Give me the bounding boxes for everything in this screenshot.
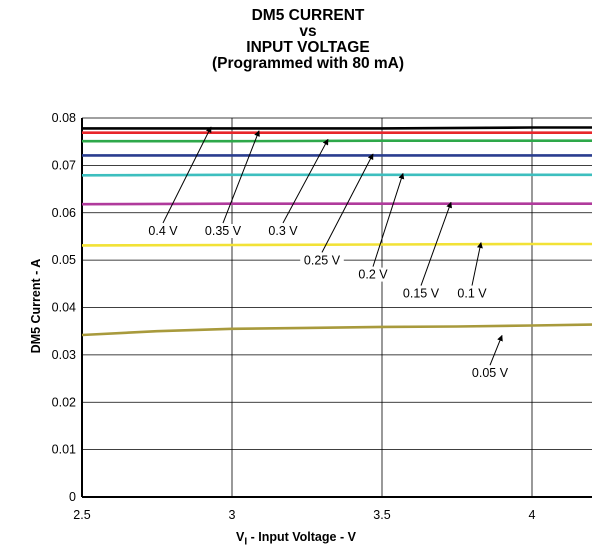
y-tick-label: 0.03 [52, 348, 76, 362]
annotation-background [201, 224, 245, 239]
chart-title-line: (Programmed with 80 mA) [211, 55, 405, 72]
series-line [81, 242, 592, 247]
annotation-arrow [471, 242, 483, 286]
chart-title-line: INPUT VOLTAGE [246, 39, 370, 56]
x-tick-label: 3 [229, 508, 236, 522]
y-tick-label: 0.08 [52, 111, 76, 125]
annotation-label: 0.05 V [472, 366, 509, 380]
annotation-arrow [489, 334, 503, 366]
annotation-background [300, 253, 344, 268]
y-tick-label: 0.05 [52, 253, 76, 267]
series-line [82, 139, 592, 143]
x-axis-label-subscript: I [244, 536, 248, 548]
y-tick-label: 0 [69, 490, 76, 504]
annotation-arrow [162, 126, 212, 224]
x-axis-label: VI - Input Voltage - V [236, 530, 356, 548]
annotation-background [399, 286, 443, 301]
annotation-label: 0.1 V [457, 287, 487, 301]
y-tick-label: 0.04 [52, 301, 76, 315]
annotation-label: 0.25 V [304, 253, 341, 267]
series-line [81, 202, 592, 206]
annotation-label: 0.3 V [268, 224, 298, 238]
annotation-background [453, 286, 491, 301]
annotation-arrow [321, 153, 374, 253]
x-axis-label-prefix: V [236, 530, 245, 544]
annotation-background [144, 224, 182, 239]
chart-title-line: DM5 CURRENT [251, 7, 365, 24]
annotation-arrow [282, 138, 329, 224]
annotation-background [264, 224, 302, 239]
annotation-label: 0.2 V [358, 268, 388, 282]
y-tick-label: 0.01 [52, 443, 76, 457]
annotation-arrow [420, 201, 452, 286]
y-tick-label: 0.06 [52, 206, 76, 220]
x-tick-label: 3.5 [373, 508, 390, 522]
series-line [81, 323, 592, 337]
chart-title-line: vs [299, 23, 317, 40]
y-axis-label: DM5 Current - A [29, 258, 43, 354]
annotation-arrow [372, 172, 405, 267]
y-tick-label: 0.02 [52, 395, 76, 409]
annotation-label: 0.15 V [403, 287, 440, 301]
annotation-arrow [222, 130, 260, 224]
y-tick-label: 0.07 [52, 158, 76, 172]
series-line [82, 126, 592, 130]
annotation-label: 0.35 V [205, 224, 242, 238]
x-axis-label-text: - Input Voltage - V [247, 530, 356, 544]
annotation-label: 0.4 V [148, 224, 178, 238]
x-tick-label: 2.5 [73, 508, 90, 522]
annotation-background [354, 267, 392, 282]
x-tick-label: 4 [529, 508, 536, 522]
annotation-background [468, 366, 512, 381]
series-line [81, 173, 592, 177]
